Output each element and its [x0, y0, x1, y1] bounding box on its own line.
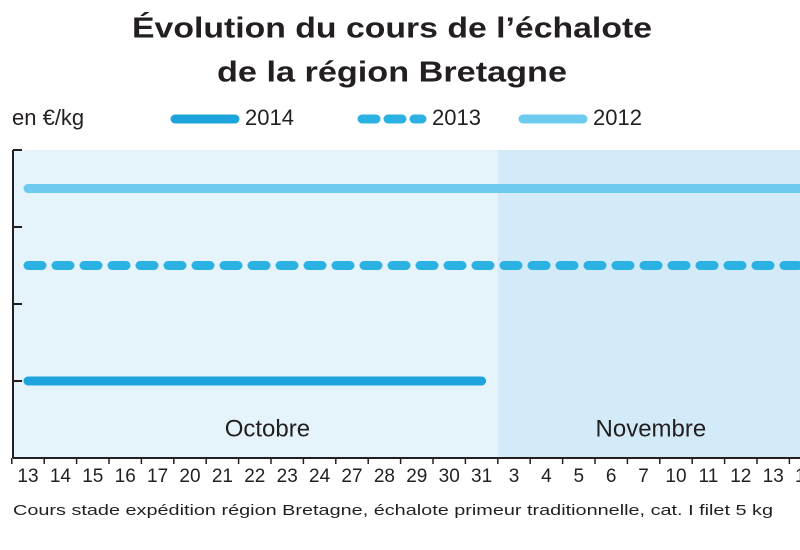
x-tick-label: 31 — [471, 466, 492, 487]
x-tick-label: 27 — [341, 466, 362, 487]
x-tick-label: 24 — [309, 466, 331, 487]
x-tick-label: 17 — [147, 466, 168, 487]
x-tick-label: 7 — [638, 466, 649, 487]
month-band — [13, 150, 498, 458]
month-label: Octobre — [225, 415, 310, 442]
x-tick-label: 21 — [212, 466, 233, 487]
month-band — [497, 150, 800, 458]
x-tick-label: 16 — [115, 466, 136, 487]
x-tick-label: 22 — [244, 466, 265, 487]
legend-label: 2013 — [432, 105, 481, 130]
x-tick-label: 15 — [82, 466, 103, 487]
chart-title: Évolution du cours de l’échalote — [132, 11, 652, 45]
x-tick-label: 28 — [374, 466, 395, 487]
x-tick-label: 4 — [541, 466, 552, 487]
y-axis-label: en €/kg — [12, 105, 84, 130]
x-tick-label: 13 — [17, 466, 38, 487]
x-tick-label: 14 — [795, 466, 800, 487]
x-tick-label: 30 — [439, 466, 460, 487]
x-tick-label: 13 — [763, 466, 784, 487]
x-tick-label: 5 — [574, 466, 585, 487]
x-tick-label: 20 — [179, 466, 200, 487]
x-tick-label: 10 — [665, 466, 686, 487]
source-note: Cours stade expédition région Bretagne, … — [13, 502, 773, 519]
x-tick-label: 11 — [699, 466, 719, 487]
x-tick-label: 23 — [277, 466, 298, 487]
chart-title: de la région Bretagne — [217, 57, 567, 89]
x-tick-label: 12 — [730, 466, 751, 487]
x-tick-label: 6 — [606, 466, 617, 487]
x-tick-label: 29 — [406, 466, 427, 487]
x-tick-label: 3 — [509, 466, 520, 487]
x-tick-label: 14 — [50, 466, 72, 487]
month-label: Novembre — [596, 415, 707, 442]
legend-label: 2014 — [245, 105, 294, 130]
legend-label: 2012 — [593, 105, 642, 130]
